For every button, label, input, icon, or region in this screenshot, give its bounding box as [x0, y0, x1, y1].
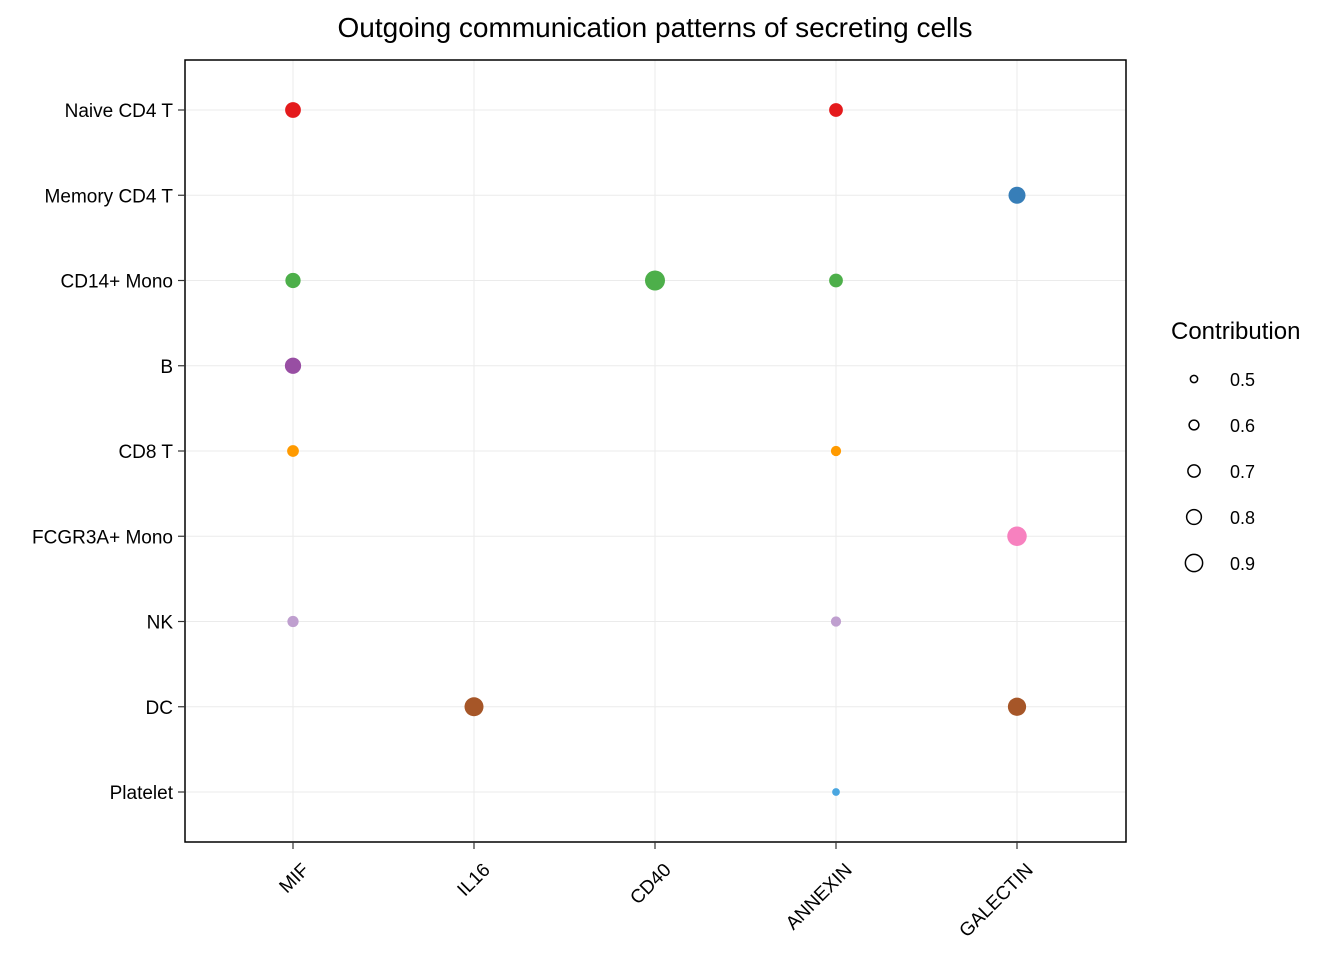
legend-size-key: [1187, 464, 1201, 478]
data-point: [832, 788, 840, 796]
y-axis: Naive CD4 T Memory CD4 T CD14+ Mono B CD8 T F…: [32, 101, 185, 804]
legend-label: 0.7: [1230, 462, 1255, 482]
data-points: [284, 102, 1027, 796]
data-point: [284, 357, 302, 374]
y-tick-label: Platelet: [110, 783, 174, 804]
data-point: [285, 102, 301, 118]
legend-size-key: [1184, 553, 1204, 573]
y-tick-label: CD14+ Mono: [61, 272, 173, 293]
data-point: [1007, 697, 1027, 716]
x-tick-label: IL16: [454, 860, 495, 901]
x-tick-label: MIF: [276, 860, 314, 898]
legend-label: 0.6: [1230, 416, 1255, 436]
data-point: [287, 615, 299, 628]
data-point: [830, 616, 842, 627]
y-tick-label: FCGR3A+ Mono: [32, 527, 173, 548]
x-axis: MIF IL16 CD40 ANNEXIN GALECTIN: [276, 842, 1038, 942]
y-tick-label: Naive CD4 T: [65, 101, 174, 122]
data-point: [1008, 186, 1026, 204]
legend-size-key: [1188, 419, 1200, 431]
y-tick-label: NK: [147, 613, 174, 634]
legend-label: 0.5: [1230, 370, 1255, 390]
chart-title: Outgoing communication patterns of secre…: [338, 12, 973, 43]
data-point: [1007, 526, 1027, 546]
legend-label: 0.9: [1230, 554, 1255, 574]
grid: [185, 60, 1126, 842]
x-tick-label: CD40: [626, 860, 675, 909]
data-point: [287, 445, 299, 457]
legend-title: Contribution: [1171, 318, 1300, 345]
y-tick-label: DC: [146, 698, 173, 719]
x-tick-label: ANNEXIN: [782, 860, 857, 935]
x-tick-label: GALECTIN: [956, 860, 1038, 942]
data-point: [645, 270, 665, 291]
y-tick-label: CD8 T: [118, 442, 173, 463]
y-tick-label: B: [160, 357, 173, 378]
legend-label: 0.8: [1230, 508, 1255, 528]
data-point: [829, 103, 843, 117]
data-point: [464, 697, 484, 717]
data-point: [830, 445, 842, 457]
legend-size-key: [1189, 374, 1199, 384]
legend-size-key: [1185, 508, 1203, 526]
y-tick-label: Memory CD4 T: [45, 186, 174, 207]
data-point: [285, 272, 301, 289]
legend: Contribution 0.5 0.6 0.7 0.8 0.9: [1171, 318, 1300, 574]
data-point: [829, 273, 843, 288]
